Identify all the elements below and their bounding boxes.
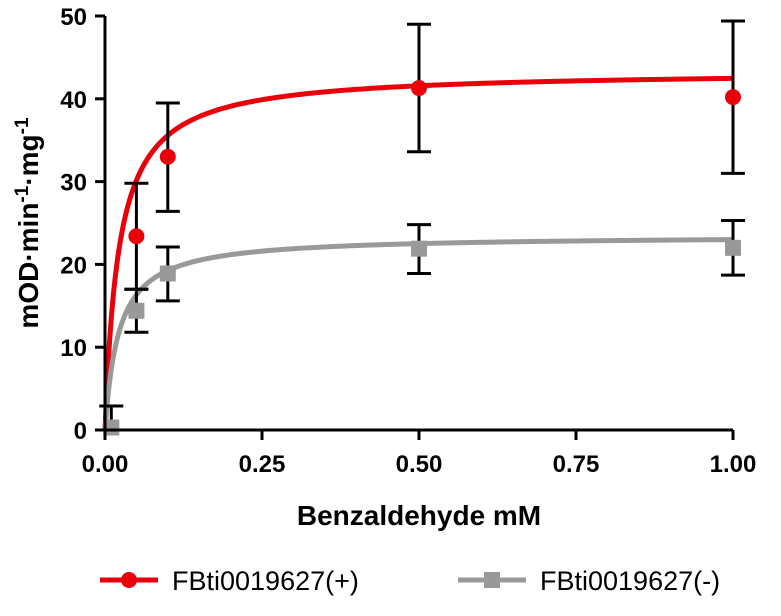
- data-point-series-1: [159, 148, 176, 165]
- y-tick-label: 50: [60, 4, 87, 31]
- y-ticks: 0 10 20 30 40 50: [60, 4, 105, 445]
- x-tick-label: 1.00: [710, 451, 757, 478]
- legend-swatch-marker-series-1: [121, 572, 137, 588]
- data-point-series-2: [159, 265, 176, 282]
- x-axis-title: Benzaldehyde mM: [297, 500, 541, 531]
- data-point-series-2: [103, 419, 120, 436]
- x-tick-label: 0.75: [553, 451, 600, 478]
- data-point-series-1: [411, 80, 427, 97]
- data-point-series-2: [128, 302, 145, 319]
- data-point-series-1: [128, 228, 145, 245]
- legend-label-series-1: FBti0019627(+): [172, 566, 359, 596]
- data-points: [103, 80, 741, 436]
- y-tick-label: 20: [60, 252, 87, 279]
- data-point-series-1: [725, 89, 741, 106]
- y-tick-label: 0: [74, 418, 87, 445]
- y-tick-label: 10: [60, 335, 87, 362]
- x-ticks: 0.00 0.25 0.50 0.75 1.00: [82, 430, 757, 478]
- legend: FBti0019627(+) FBti0019627(-): [100, 566, 720, 596]
- legend-label-series-2: FBti0019627(-): [540, 566, 720, 596]
- data-point-series-2: [411, 240, 427, 257]
- legend-item-series-1: FBti0019627(+): [100, 566, 359, 596]
- y-tick-label: 30: [60, 170, 87, 197]
- legend-swatch-marker-series-2: [484, 572, 500, 588]
- x-tick-label: 0.25: [239, 451, 286, 478]
- data-point-series-2: [725, 239, 741, 256]
- x-tick-label: 0.50: [396, 451, 443, 478]
- y-axis-title: mOD·min-1·mg-1: [12, 117, 45, 329]
- legend-item-series-2: FBti0019627(-): [458, 566, 720, 596]
- x-tick-label: 0.00: [82, 451, 129, 478]
- y-tick-label: 40: [60, 87, 87, 114]
